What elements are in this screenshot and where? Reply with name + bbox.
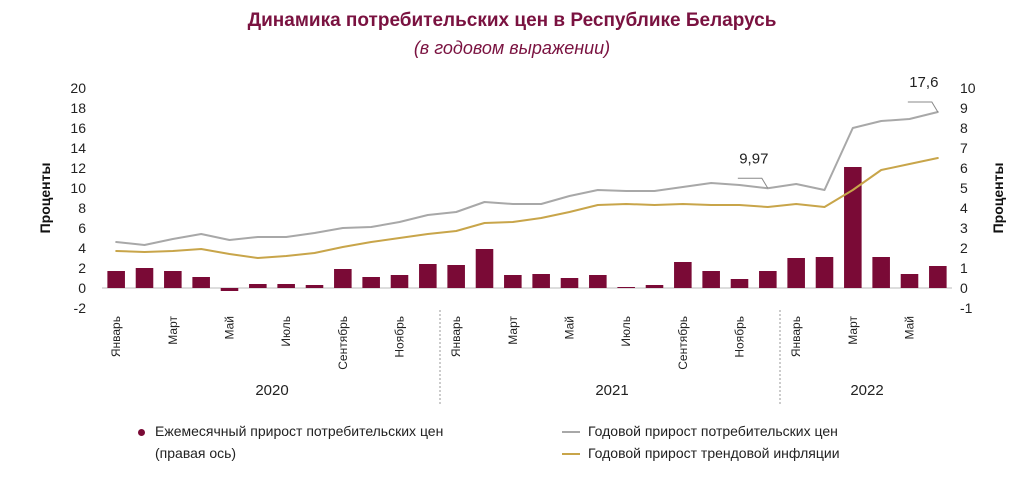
- legend-bars-note: (правая ось): [155, 445, 236, 461]
- year-label: 2021: [595, 382, 628, 399]
- x-tick-label: Май: [223, 316, 237, 340]
- monthly-cpi-bar: [872, 257, 890, 288]
- x-tick-label: Сентябрь: [336, 316, 350, 370]
- right-axis-tick-label: 4: [960, 200, 968, 216]
- x-tick-label: Март: [506, 316, 520, 345]
- monthly-cpi-bar: [164, 271, 182, 288]
- monthly-cpi-bar: [560, 278, 579, 288]
- left-axis-tick-label: 2: [78, 260, 86, 276]
- monthly-cpi-bar: [475, 249, 494, 288]
- legend-trend-marker: [562, 453, 580, 456]
- monthly-cpi-bar: [730, 279, 749, 288]
- monthly-cpi-bar: [645, 285, 664, 288]
- year-label: 2020: [255, 382, 288, 399]
- x-tick-label: Сентябрь: [676, 316, 690, 370]
- monthly-cpi-bar: [900, 274, 919, 288]
- right-axis-title: Проценты: [990, 163, 1006, 234]
- monthly-cpi-bar: [419, 264, 437, 288]
- x-tick-label: Май: [563, 316, 577, 340]
- right-axis-tick-label: 8: [960, 120, 968, 136]
- monthly-cpi-bar: [107, 271, 125, 288]
- monthly-cpi-bar: [532, 274, 550, 288]
- monthly-cpi-bar: [334, 269, 352, 288]
- monthly-cpi-bar: [759, 271, 777, 288]
- annotation-leader: [907, 101, 939, 113]
- chart-title: Динамика потребительских цен в Республик…: [247, 10, 777, 31]
- left-axis-tick-label: 14: [70, 140, 86, 156]
- monthly-cpi-bar: [390, 275, 409, 288]
- x-tick-label: Январь: [109, 316, 123, 357]
- monthly-cpi-bar: [589, 275, 607, 288]
- left-axis-title: Проценты: [37, 163, 53, 234]
- annual-cpi-line: [115, 111, 939, 246]
- monthly-cpi-bar: [220, 288, 239, 291]
- monthly-cpi-bar: [787, 258, 805, 288]
- left-axis-tick-label: 8: [78, 200, 86, 216]
- legend-annual-marker: [562, 431, 580, 434]
- right-axis-tick-label: 2: [960, 240, 968, 256]
- monthly-cpi-bar: [844, 167, 862, 288]
- legend-bars-note-label: (правая ось): [155, 445, 237, 461]
- annotation-leader: [737, 177, 769, 189]
- left-axis-tick-label: 18: [70, 100, 86, 116]
- monthly-cpi-bar: [504, 275, 522, 288]
- right-axis-tick-label: 10: [960, 80, 976, 96]
- x-tick-label: Ноябрь: [393, 316, 407, 358]
- legend-bars-marker: [138, 428, 145, 436]
- legend-bars-label: Ежемесячный прирост потребительских цен: [155, 423, 444, 439]
- right-axis-tick-label: 5: [960, 180, 968, 196]
- x-tick-label: Март: [166, 316, 180, 345]
- x-tick-label: Март: [846, 316, 860, 345]
- left-axis-tick-label: 20: [70, 80, 86, 96]
- right-axis-tick-label: 3: [960, 220, 968, 236]
- x-tick-label: Январь: [449, 316, 463, 357]
- monthly-cpi-bar: [249, 284, 267, 288]
- monthly-cpi-bar: [305, 285, 324, 288]
- left-axis-tick-label: 10: [70, 180, 86, 196]
- trend-inflation-line: [115, 157, 939, 259]
- right-axis-tick-label: 6: [960, 160, 968, 176]
- right-axis-tick-label: 7: [960, 140, 968, 156]
- right-axis-tick-label: 1: [960, 260, 968, 276]
- chart-subtitle: (в годовом выражении): [413, 38, 611, 58]
- legend-trend-label: Годовой прирост трендовой инфляции: [588, 445, 840, 461]
- monthly-cpi-bar: [362, 277, 380, 288]
- monthly-cpi-bar: [135, 268, 154, 288]
- monthly-cpi-bar: [702, 271, 720, 288]
- left-axis-tick-label: 4: [78, 240, 86, 256]
- monthly-cpi-bar: [815, 257, 834, 288]
- annotation-label: 9,97: [739, 150, 768, 167]
- left-axis-tick-label: 6: [78, 220, 86, 236]
- monthly-cpi-bar: [674, 262, 692, 288]
- x-tick-label: Июль: [619, 316, 633, 347]
- x-tick-label: Январь: [789, 316, 803, 357]
- right-axis-tick-label: 0: [960, 280, 968, 296]
- left-axis-tick-label: 12: [70, 160, 86, 176]
- left-axis-tick-label: -2: [74, 300, 87, 316]
- legend-annual-label: Годовой прирост потребительских цен: [588, 423, 838, 439]
- x-tick-label: Ноябрь: [733, 316, 747, 358]
- monthly-cpi-bar: [277, 284, 295, 288]
- x-tick-label: Июль: [279, 316, 293, 347]
- right-axis-tick-label: 9: [960, 100, 968, 116]
- left-axis-tick-label: 0: [78, 280, 86, 296]
- right-axis-tick-label: -1: [960, 300, 973, 316]
- monthly-cpi-bar: [617, 287, 635, 288]
- annotation-label: 17,6: [909, 74, 938, 91]
- monthly-cpi-bar: [447, 265, 465, 288]
- legend-trend: Годовой прирост трендовой инфляции: [562, 445, 840, 461]
- year-label: 2022: [850, 382, 883, 399]
- monthly-cpi-bar: [929, 266, 947, 288]
- monthly-cpi-bar: [192, 277, 210, 288]
- legend-annual: Годовой прирост потребительских цен: [562, 423, 838, 439]
- x-tick-label: Май: [903, 316, 917, 340]
- legend-bars: Ежемесячный прирост потребительских цен: [138, 423, 443, 439]
- left-axis-tick-label: 16: [70, 120, 86, 136]
